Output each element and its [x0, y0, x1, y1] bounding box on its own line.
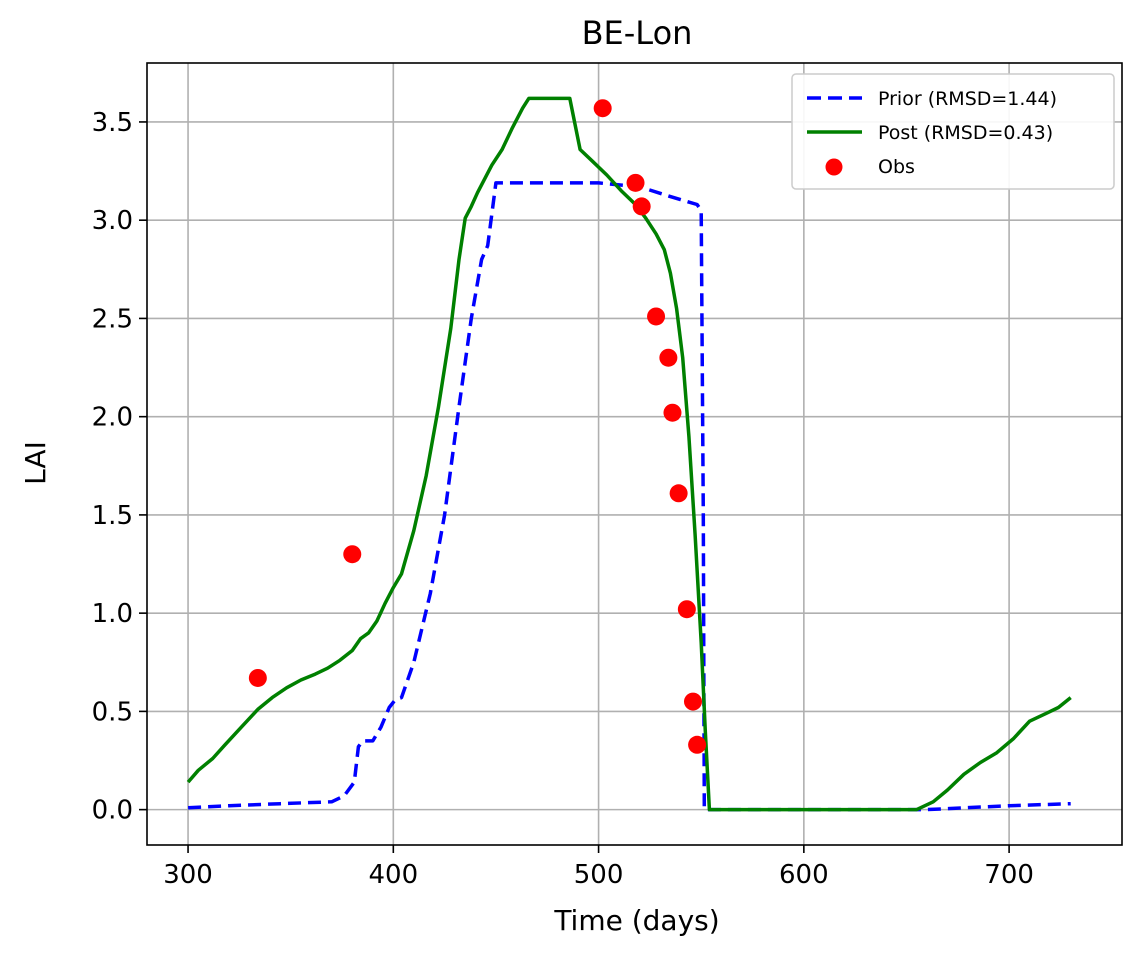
plot-series	[186, 96, 1072, 812]
x-tick-label: 700	[984, 860, 1034, 890]
y-tick-label: 0.5	[92, 697, 133, 727]
y-tick-label: 1.0	[92, 599, 133, 629]
x-tick-label: 400	[368, 860, 418, 890]
legend: Prior (RMSD=1.44) Post (RMSD=0.43) Obs	[791, 73, 1115, 190]
obs-point	[626, 173, 645, 192]
plot-frame	[146, 62, 1123, 846]
post-line	[186, 96, 1072, 812]
prior-line	[188, 181, 1071, 812]
legend-post-label: Post (RMSD=0.43)	[878, 122, 1053, 144]
y-tick-label: 3.0	[92, 206, 133, 236]
axis-ticks: 300 400 500 600 700 0.0 0.5 1.0 1.5 2.0 2.5 3.0 3.5	[92, 108, 1034, 890]
legend-obs-swatch	[825, 158, 843, 176]
obs-point	[593, 99, 612, 118]
obs-point	[688, 735, 707, 754]
y-tick-label: 2.0	[92, 403, 133, 433]
y-axis-label: LAI	[19, 441, 52, 485]
x-tick-label: 600	[779, 860, 829, 890]
obs-point	[684, 692, 702, 711]
chart-title: BE-Lon	[582, 14, 693, 52]
legend-obs-label: Obs	[878, 156, 915, 178]
obs-point	[343, 545, 362, 564]
obs-point	[647, 307, 666, 326]
y-tick-label: 1.5	[92, 501, 133, 531]
obs-point	[669, 484, 688, 503]
obs-point	[677, 600, 696, 619]
obs-point	[663, 403, 682, 422]
y-tick-label: 3.5	[92, 108, 133, 138]
y-tick-label: 2.5	[92, 304, 133, 334]
obs-point	[659, 348, 678, 367]
legend-prior-label: Prior (RMSD=1.44)	[878, 88, 1057, 110]
obs-point	[248, 668, 267, 687]
obs-point	[632, 197, 651, 216]
x-axis-label: Time (days)	[553, 904, 719, 937]
x-tick-label: 300	[163, 860, 213, 890]
y-tick-label: 0.0	[92, 796, 133, 826]
legend-box	[791, 73, 1115, 190]
x-tick-label: 500	[574, 860, 624, 890]
